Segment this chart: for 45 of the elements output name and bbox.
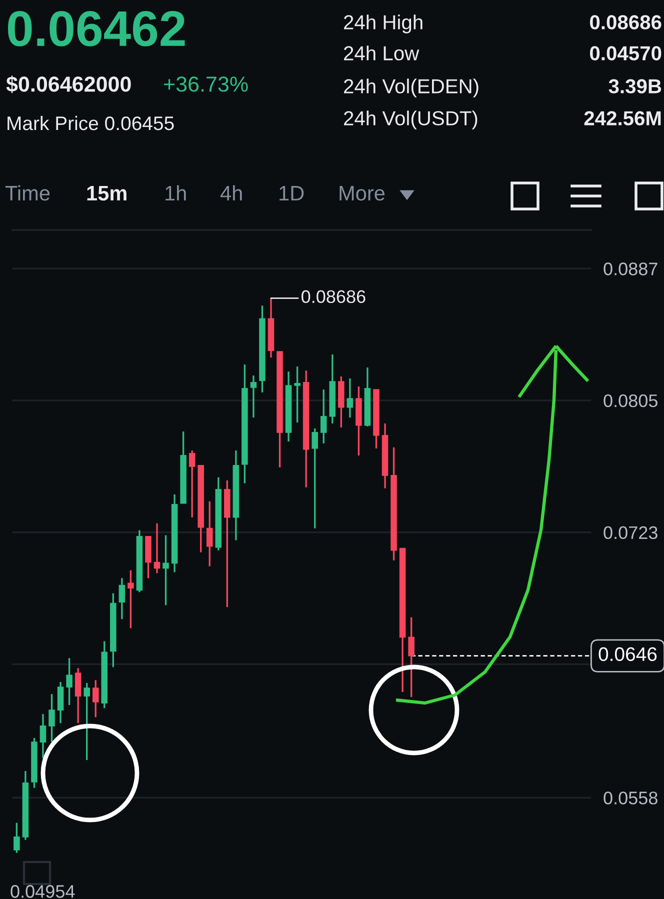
text: 0.08686 — [590, 15, 662, 30]
candlestick — [154, 522, 160, 574]
y-tick-label: 0.0887 — [604, 262, 658, 276]
text: +36.73% — [164, 76, 248, 92]
candlestick — [162, 534, 169, 606]
candlestick — [118, 577, 126, 620]
candlestick — [250, 374, 257, 418]
ref-line-label: 0.0646 — [598, 647, 657, 662]
candlestick — [188, 450, 196, 518]
candlestick — [312, 428, 318, 530]
text: 24h Low — [344, 46, 420, 60]
candlestick — [74, 667, 82, 724]
candlestick — [92, 679, 99, 718]
text: 24h High — [344, 14, 422, 34]
candlestick — [206, 500, 213, 568]
text: 242.56M — [584, 111, 661, 126]
text: $0.06462000 — [6, 76, 131, 94]
y-tick-label: 0.0723 — [604, 526, 658, 540]
candlestick — [48, 693, 55, 743]
candlestick — [14, 822, 20, 854]
candlestick — [66, 657, 72, 706]
annotation: 0.08686 — [302, 290, 366, 304]
y-tick-label: 0.0805 — [604, 394, 658, 408]
candlestick — [408, 616, 414, 698]
candlestick — [294, 366, 300, 424]
text: 3.39B — [608, 79, 662, 94]
candlestick — [84, 682, 90, 761]
text: 24h Vol(EDEN) — [344, 78, 478, 98]
annotation: 0.04954 — [10, 885, 75, 898]
text: 1h — [166, 185, 186, 200]
candlestick — [346, 378, 354, 418]
text: 24h Vol(USDT) — [344, 110, 478, 130]
text: 0.04570 — [590, 46, 662, 60]
candlestick — [57, 681, 64, 724]
chart-title: 0.06462 — [8, 11, 185, 46]
candlestick — [128, 569, 134, 630]
text: Mark Price 0.06455 — [8, 116, 174, 130]
text: 1D — [280, 186, 304, 200]
text: 15m — [87, 186, 126, 201]
text: 4h — [220, 185, 242, 200]
text: More — [340, 186, 385, 201]
text: Time — [5, 185, 50, 201]
candlestick — [40, 713, 46, 759]
candlestick — [320, 388, 327, 444]
y-tick-label: 0.0558 — [604, 792, 658, 804]
